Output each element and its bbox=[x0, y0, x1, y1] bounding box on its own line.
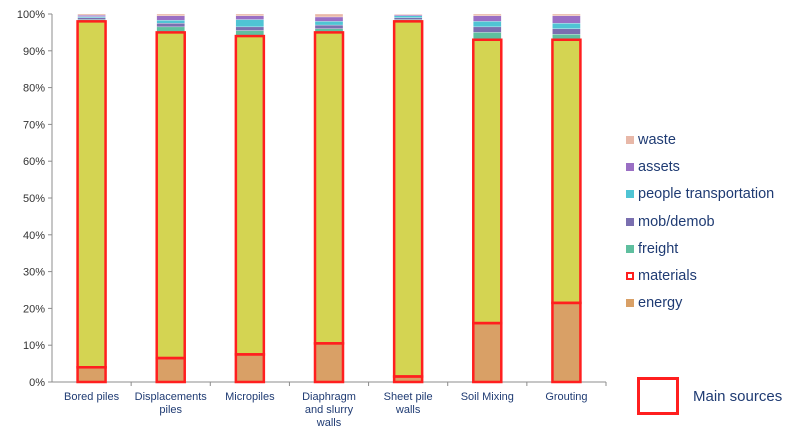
y-tick-label: 30% bbox=[23, 267, 45, 279]
bar-segment-waste bbox=[235, 13, 265, 16]
bar-segment-people-transportation bbox=[552, 23, 581, 29]
bar-segment-materials bbox=[314, 32, 344, 344]
bar-segment-energy bbox=[235, 354, 265, 383]
bar-segment-materials bbox=[552, 39, 581, 304]
legend-swatch bbox=[626, 162, 634, 171]
bar-segment-assets bbox=[393, 14, 423, 16]
bar-segment-assets bbox=[473, 15, 502, 22]
x-tick-label: walls bbox=[316, 417, 342, 427]
bar-segment-mob-demob bbox=[473, 26, 502, 33]
bar-segment-people-transportation bbox=[393, 15, 423, 18]
bar-segment-assets bbox=[552, 15, 581, 24]
legend-item: freight bbox=[626, 235, 774, 262]
bar-segment-waste bbox=[393, 13, 423, 15]
legend-item: assets bbox=[626, 153, 774, 180]
bar-segment-waste bbox=[552, 13, 581, 16]
x-tick-label: piles bbox=[159, 404, 182, 416]
y-tick-label: 50% bbox=[23, 193, 45, 205]
bar-segment-assets bbox=[156, 15, 185, 21]
legend-item: people transportation bbox=[626, 181, 774, 208]
main-source-outline bbox=[313, 31, 345, 345]
legend-label: mob/demob bbox=[638, 213, 715, 230]
bar-segment-energy bbox=[77, 367, 106, 383]
main-source-outline bbox=[392, 20, 424, 378]
bar-segment-waste bbox=[77, 13, 106, 16]
main-source-outline bbox=[234, 34, 266, 356]
main-sources-box bbox=[637, 377, 679, 415]
bar-segment-assets bbox=[314, 16, 344, 22]
bar-segment-assets bbox=[77, 14, 106, 17]
bar-segment-materials bbox=[77, 21, 106, 368]
bar-segment-mob-demob bbox=[552, 28, 581, 35]
bar-segment-assets bbox=[235, 15, 265, 20]
legend-swatch bbox=[626, 190, 634, 199]
legend-label: materials bbox=[638, 268, 697, 285]
bar-segment-materials bbox=[393, 21, 423, 377]
legend-item: mob/demob bbox=[626, 208, 774, 235]
bar-segment-mob-demob bbox=[235, 26, 265, 31]
x-tick-label: Grouting bbox=[545, 391, 587, 403]
legend-label: waste bbox=[638, 131, 676, 148]
y-tick-label: 10% bbox=[23, 340, 45, 352]
legend-swatch bbox=[626, 135, 634, 144]
x-tick-label: Soil Mixing bbox=[461, 391, 514, 403]
legend-label: energy bbox=[638, 295, 683, 312]
y-tick-label: 0% bbox=[29, 377, 45, 389]
legend-swatch bbox=[626, 217, 634, 226]
x-tick-label: Displacements bbox=[135, 391, 208, 403]
legend-label: people transportation bbox=[638, 186, 775, 203]
bar-segment-mob-demob bbox=[314, 24, 344, 29]
x-tick-label: walls bbox=[395, 404, 421, 416]
bar-segment-people-transportation bbox=[314, 21, 344, 26]
y-tick-label: 80% bbox=[23, 83, 45, 95]
chart-legend: waste assets people transportation mob/demo… bbox=[626, 126, 774, 317]
chart-svg: 0% 10% 20% 30% 40% 50% 60% 70% 80% 90% 100% Bored p… bbox=[17, 9, 607, 427]
x-tick-label: Micropiles bbox=[225, 391, 275, 403]
bar-segment-energy bbox=[156, 357, 185, 383]
bar-segment-materials bbox=[235, 35, 265, 355]
main-sources-label: Main sources bbox=[693, 387, 783, 405]
bar-segment-people-transportation bbox=[77, 16, 106, 18]
legend-item: materials bbox=[626, 262, 774, 289]
legend-item: energy bbox=[626, 290, 774, 317]
main-source-outline bbox=[155, 31, 186, 360]
bar-segment-mob-demob bbox=[393, 17, 423, 20]
bar-segment-materials bbox=[473, 39, 502, 324]
stacked-bar-chart: 0% 10% 20% 30% 40% 50% 60% 70% 80% 90% 100% Bored p… bbox=[17, 9, 607, 427]
y-tick-label: 60% bbox=[23, 156, 45, 168]
bar-segment-mob-demob bbox=[156, 23, 185, 28]
main-source-outline bbox=[551, 38, 582, 305]
main-source-outline bbox=[472, 38, 503, 325]
main-source-outline bbox=[76, 20, 107, 369]
bar-segment-energy bbox=[314, 343, 344, 383]
bar-segment-people-transportation bbox=[473, 21, 502, 28]
bar-segment-people-transportation bbox=[156, 20, 185, 24]
bar-segment-people-transportation bbox=[235, 19, 265, 28]
legend-swatch bbox=[626, 299, 634, 308]
y-tick-label: 40% bbox=[23, 230, 45, 242]
bar-segment-waste bbox=[473, 13, 502, 16]
y-tick-label: 70% bbox=[23, 119, 45, 131]
main-sources-key: Main sources bbox=[637, 377, 782, 415]
bar-segment-energy bbox=[552, 302, 581, 383]
bar-segment-materials bbox=[156, 32, 185, 359]
x-tick-label: Sheet pile bbox=[384, 391, 433, 403]
bar-segment-waste bbox=[156, 13, 185, 16]
legend-item: waste bbox=[626, 126, 774, 153]
legend-label: assets bbox=[638, 158, 680, 175]
y-tick-label: 100% bbox=[17, 9, 45, 21]
x-tick-label: Bored piles bbox=[64, 391, 120, 403]
y-tick-label: 90% bbox=[23, 46, 45, 58]
bar-segment-mob-demob bbox=[77, 17, 106, 20]
legend-swatch bbox=[626, 272, 634, 281]
bar-segment-energy bbox=[473, 322, 502, 383]
y-tick-label: 20% bbox=[23, 303, 45, 315]
legend-label: freight bbox=[638, 240, 679, 257]
x-tick-label: Diaphragm bbox=[302, 391, 356, 403]
legend-swatch bbox=[626, 244, 634, 253]
x-tick-label: and slurry bbox=[305, 404, 354, 416]
bar-segment-waste bbox=[314, 13, 344, 18]
